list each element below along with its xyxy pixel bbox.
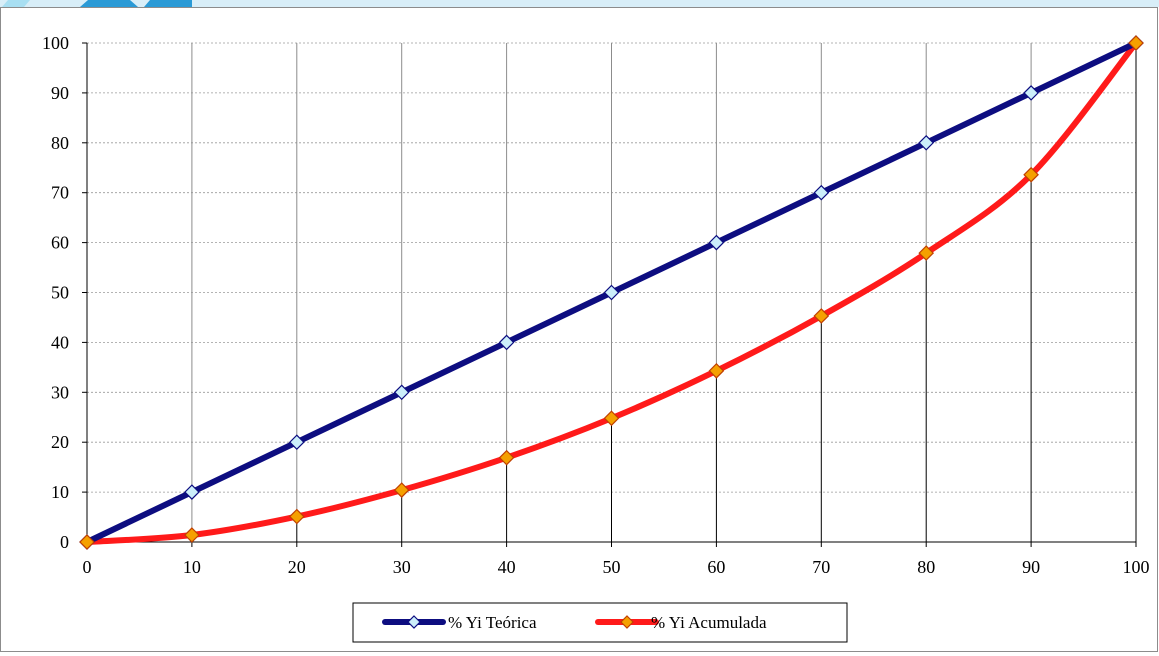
data-point-teorica <box>708 234 725 251</box>
x-tick-label: 10 <box>183 557 201 577</box>
data-point-acumulada <box>498 449 515 466</box>
line-chart: 0 10 20 30 40 50 60 70 80 90 100 0 10 20 30 40 50 60 70 80 9… <box>42 33 1150 643</box>
chart-frame: 0 10 20 30 40 50 60 70 80 90 100 0 10 20 30 40 50 60 70 80 9… <box>0 7 1158 652</box>
data-point-teorica <box>813 184 830 201</box>
tick-labels: 0 10 20 30 40 50 60 70 80 90 100 0 10 20 30 40 50 60 70 80 9… <box>42 33 1150 577</box>
data-point-acumulada <box>603 410 620 427</box>
y-tick-label: 10 <box>51 482 69 502</box>
series-line-acumulada <box>84 40 1139 545</box>
legend-label-teorica: % Yi Teórica <box>448 613 537 632</box>
y-tick-label: 100 <box>42 33 69 53</box>
x-tick-label: 70 <box>812 557 830 577</box>
y-tick-label: 30 <box>51 382 69 402</box>
data-point-acumulada <box>813 308 830 324</box>
banner-shape-light <box>2 0 30 7</box>
top-banner-decoration <box>0 0 1159 7</box>
legend-marker-teorica <box>407 615 421 629</box>
data-point-teorica <box>288 434 305 451</box>
y-tick-label: 40 <box>51 332 69 352</box>
x-tick-label: 40 <box>498 557 516 577</box>
legend-items: % Yi Teórica % Yi Acumulada <box>382 613 767 632</box>
data-point-acumulada <box>184 527 200 543</box>
data-point-teorica <box>1023 85 1039 101</box>
data-point-teorica <box>393 384 410 401</box>
grid-layer <box>87 42 1137 542</box>
x-tick-label: 100 <box>1123 557 1150 577</box>
data-point-acumulada <box>393 482 410 498</box>
data-point-acumulada <box>708 362 725 379</box>
data-point-acumulada <box>1023 166 1039 183</box>
y-tick-label: 90 <box>51 83 69 103</box>
legend: % Yi Teórica % Yi Acumulada <box>352 602 848 643</box>
data-point-teorica <box>603 284 620 301</box>
y-tick-label: 50 <box>51 283 69 303</box>
data-point-acumulada <box>79 534 95 550</box>
x-tick-label: 0 <box>83 557 92 577</box>
data-point-acumulada <box>918 245 935 261</box>
data-point-teorica <box>498 334 515 351</box>
y-tick-label: 80 <box>51 133 69 153</box>
series-layer <box>79 35 1144 550</box>
data-point-acumulada <box>1128 35 1144 51</box>
legend-marker-acumulada <box>620 615 634 629</box>
legend-label-acumulada: % Yi Acumulada <box>651 613 767 632</box>
x-tick-label: 20 <box>288 557 306 577</box>
x-tick-label: 90 <box>1022 557 1040 577</box>
data-point-acumulada <box>288 508 305 525</box>
x-tick-label: 30 <box>393 557 411 577</box>
data-point-teorica <box>184 484 200 500</box>
y-tick-label: 70 <box>51 183 69 203</box>
x-tick-label: 50 <box>603 557 621 577</box>
banner-shape-dark-2 <box>144 0 192 7</box>
y-tick-label: 60 <box>51 233 69 253</box>
y-tick-label: 0 <box>60 532 69 552</box>
banner-background <box>0 0 1159 7</box>
y-tick-label: 20 <box>51 432 69 452</box>
data-point-teorica <box>918 134 935 151</box>
banner-shape-dark <box>80 0 138 7</box>
x-tick-label: 80 <box>917 557 935 577</box>
x-tick-label: 60 <box>707 557 725 577</box>
